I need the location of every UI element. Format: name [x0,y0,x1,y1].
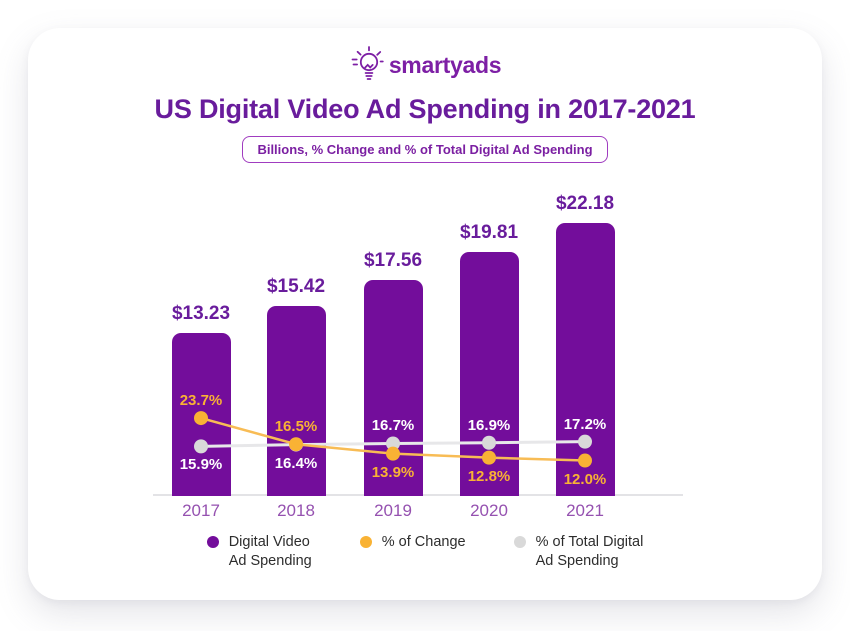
x-axis-label-2018: 2018 [277,501,315,520]
bar-2018 [266,306,326,496]
bar-value-label-2019: $17.56 [363,250,423,271]
bar-2021 [555,223,615,496]
x-axis-label-2020: 2020 [470,501,508,520]
bar-value-label-2021: $22.18 [555,193,615,214]
bar-value-label-2017: $13.23 [171,303,231,324]
legend-item-total: % of Total Digital Ad Spending [513,533,644,571]
lightbulb-icon [349,45,385,85]
subtitle-badge: Billions, % Change and % of Total Digita… [242,136,608,163]
subtitle-row: Billions, % Change and % of Total Digita… [28,136,822,163]
smartyads-logo: smartyads [28,45,822,85]
legend-dot-spending-icon [206,536,219,548]
infographic-card: smartyads US Digital Video Ad Spending i… [28,28,822,600]
pct-change-label-2021: 12.0% [563,470,607,488]
legend-label-total: % of Total Digital Ad Spending [535,534,644,570]
pct-total-label-2018: 16.4% [274,454,318,472]
chart-legend: Digital Video Ad Spending % of Change % … [28,533,822,571]
chart-title: US Digital Video Ad Spending in 2017-202… [154,94,696,124]
x-axis-label-2019: 2019 [374,501,412,520]
legend-dot-change-icon [359,536,372,548]
chart-area: $13.23 2017 $15.42 2018 $17.56 2019 $19.81 2020… [28,28,822,600]
legend-item-spending: Digital Video Ad Spending [206,533,312,571]
x-axis-label-2017: 2017 [182,501,220,520]
brand-name: smartyads [388,51,502,78]
bar-value-label-2018: $15.42 [266,276,326,297]
legend-label-spending: Digital Video Ad Spending [228,534,312,570]
pct-change-label-2020: 12.8% [467,467,511,485]
bar-value-label-2020: $19.81 [459,222,519,243]
bar-2020 [459,252,519,496]
legend-item-change: % of Change [359,533,466,571]
legend-label-change: % of Change [381,534,466,550]
pct-change-label-2017: 23.7% [179,392,223,410]
pct-change-label-2019: 13.9% [371,463,415,481]
pct-total-label-2021: 17.2% [563,415,607,433]
legend-dot-total-icon [513,536,526,548]
x-axis-label-2021: 2021 [566,501,604,520]
